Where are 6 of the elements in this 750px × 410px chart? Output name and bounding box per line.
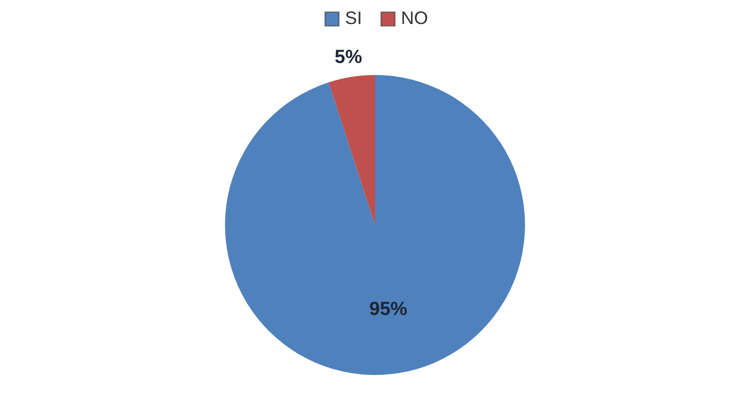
- pie-slice: [225, 75, 525, 375]
- data-label: 5%: [334, 47, 362, 68]
- pie-slice: [328, 75, 375, 225]
- data-label: 95%: [369, 298, 408, 320]
- legend-label: NO: [401, 8, 428, 28]
- legend-label: SI: [345, 8, 362, 28]
